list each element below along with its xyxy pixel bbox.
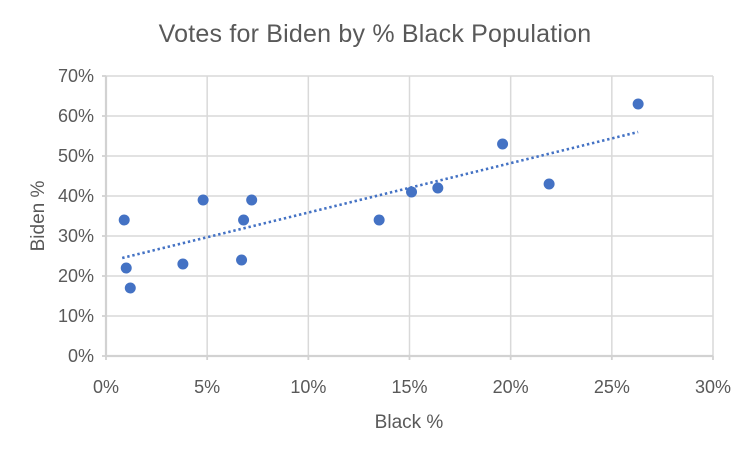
x-tick-label: 25% [593,377,630,397]
chart-title: Votes for Biden by % Black Population [158,20,592,48]
data-point [118,214,130,226]
data-point [124,282,136,294]
data-point [197,194,209,206]
data-point [543,178,555,190]
y-tick-label: 0% [67,346,94,366]
y-tick-label: 70% [57,66,94,86]
data-point [432,182,444,194]
x-tick-label: 10% [290,377,327,397]
data-point [497,138,509,150]
data-point [406,186,418,198]
y-tick-label: 50% [57,146,94,166]
data-point [120,262,132,274]
x-tick-label: 0% [92,377,120,397]
data-point [632,98,644,110]
data-point [177,258,189,270]
data-point [373,214,385,226]
y-tick-label: 30% [57,226,94,246]
x-axis-title: Black % [374,412,444,433]
data-point [246,194,258,206]
y-tick-label: 10% [57,306,94,326]
y-tick-label: 40% [57,186,94,206]
data-point [236,254,248,266]
data-point [238,214,250,226]
y-tick-label: 20% [57,266,94,286]
x-tick-label: 20% [492,377,529,397]
trendline [121,130,639,260]
x-tick-label: 15% [391,377,428,397]
x-tick-label: 5% [194,377,221,397]
y-tick-label: 60% [57,106,94,126]
x-tick-label: 30% [694,377,732,397]
